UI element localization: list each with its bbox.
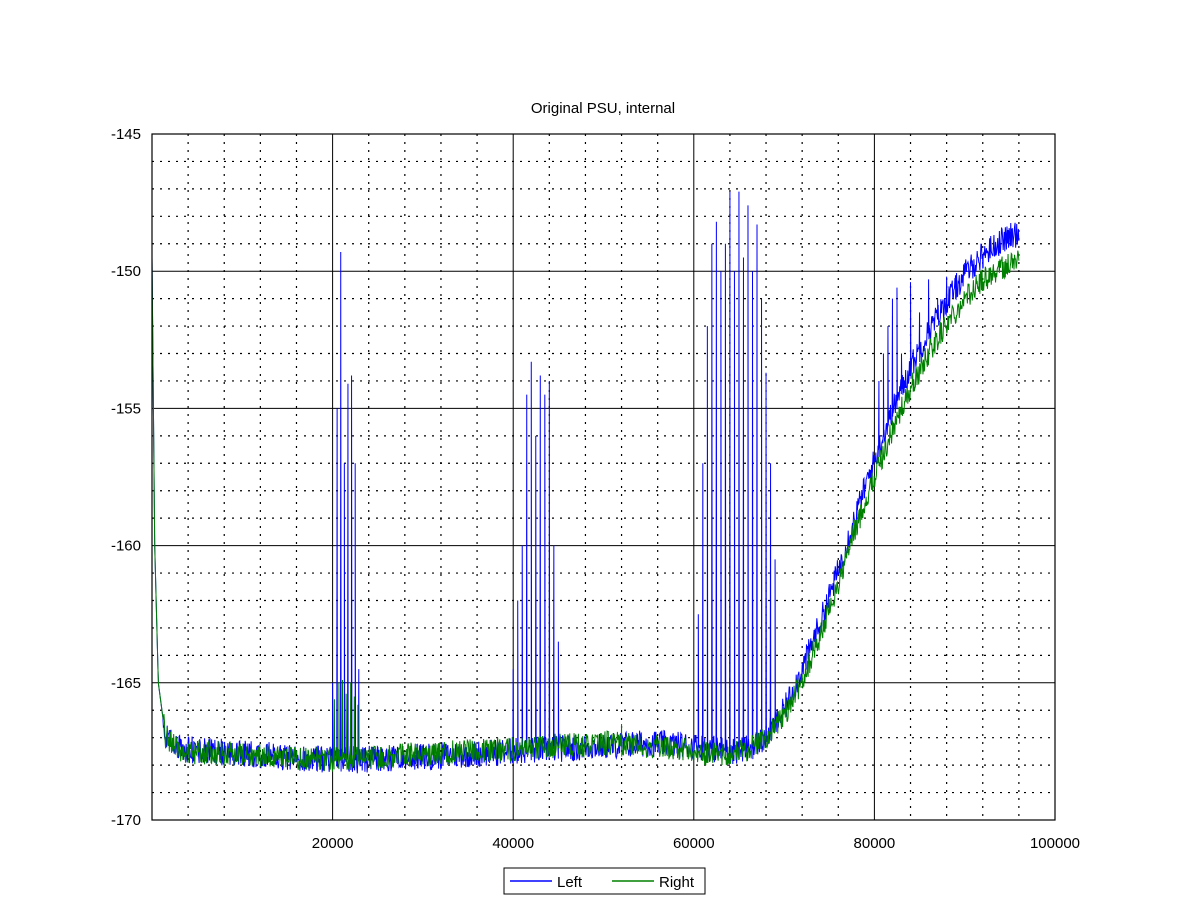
legend: Left Right	[503, 867, 706, 895]
y-tick-label: -150	[111, 263, 141, 280]
x-tick-label: 40000	[492, 835, 534, 852]
y-tick-label: -160	[111, 538, 141, 555]
y-tick-label: -155	[111, 400, 141, 417]
x-tick-label: 60000	[673, 835, 715, 852]
series-layer	[151, 191, 1020, 774]
grid	[152, 134, 1055, 820]
series-line-right	[151, 250, 1020, 772]
x-tick-label: 20000	[312, 835, 354, 852]
y-tick-label: -170	[111, 812, 141, 829]
legend-label-right: Right	[659, 874, 695, 891]
legend-label-left: Left	[557, 874, 583, 891]
x-tick-label: 80000	[854, 835, 896, 852]
chart-title: Original PSU, internal	[531, 100, 675, 117]
plot-frame	[151, 133, 1056, 821]
x-tick-label: 100000	[1030, 835, 1080, 852]
y-tick-label: -165	[111, 675, 141, 692]
axis-ticks: 20000 40000 60000 80000 100000 -170 -165 -160 -1…	[111, 126, 1080, 852]
y-tick-label: -145	[111, 126, 141, 143]
